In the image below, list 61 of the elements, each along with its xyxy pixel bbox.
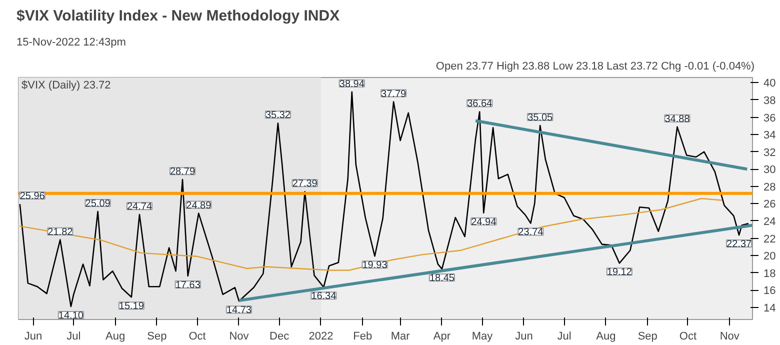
x-tick-label: Aug: [106, 330, 126, 342]
x-tick-label: Jul: [557, 330, 572, 342]
x-tick-label: Oct: [188, 330, 206, 342]
y-tick-label: 30: [764, 164, 776, 176]
annotation: 24.94: [471, 216, 497, 228]
chart-subtitle: 15-Nov-2022 12:43pm: [16, 36, 126, 48]
annotation: 35.05: [528, 112, 554, 124]
x-tick-label: May: [472, 330, 494, 342]
y-tick-label: 16: [764, 285, 776, 298]
annotation: 36.64: [467, 98, 493, 110]
annotation: 27.39: [292, 178, 318, 190]
x-tick-label: Jun: [515, 330, 533, 342]
x-tick-label: Jun: [24, 330, 42, 342]
annotation: 14.10: [58, 310, 84, 322]
annotation: 17.63: [175, 280, 201, 292]
annotation: 14.73: [226, 305, 252, 316]
annotation: 37.79: [381, 88, 407, 100]
annotation: 34.88: [664, 114, 690, 125]
annotation: 21.82: [48, 226, 74, 238]
annotation: 22.37: [726, 239, 752, 250]
y-tick-label: 38: [764, 94, 776, 107]
annotation: 18.45: [429, 272, 455, 284]
x-tick-label: Sep: [147, 330, 167, 342]
y-tick-label: 20: [764, 250, 776, 263]
annotation: 19.12: [606, 267, 632, 278]
y-tick-label: 24: [764, 216, 776, 228]
x-tick-label: Dec: [270, 330, 290, 342]
annotation: 23.74: [518, 227, 544, 238]
y-tick-label: 26: [764, 198, 776, 211]
annotation: 19.93: [362, 260, 388, 272]
x-tick-label: 2022: [308, 330, 334, 342]
annotation: 24.89: [186, 200, 212, 212]
x-tick-label: Feb: [353, 330, 372, 342]
annotation: $VIX (Daily) 23.72: [22, 80, 111, 92]
y-tick-label: 14: [764, 302, 776, 314]
y-tick-label: 28: [764, 181, 776, 194]
y-tick-label: 22: [764, 233, 776, 246]
text: Open 23.77 High 23.88 Low 23.18 Last 23.72 Chg -0.01 (-0.04%): [436, 60, 755, 72]
y-tick-label: 40: [764, 78, 776, 90]
x-tick-label: Jul: [66, 330, 81, 342]
x-tick-label: Sep: [638, 330, 658, 342]
annotation: 35.32: [265, 110, 291, 122]
x-tick-label: Nov: [720, 330, 740, 342]
annotation: 15.19: [118, 301, 144, 312]
annotation: 25.09: [85, 198, 111, 210]
annotation: 16.34: [311, 291, 337, 302]
line-series: [19, 91, 750, 308]
y-tick-label: 34: [764, 130, 776, 142]
x-tick-label: Aug: [596, 330, 616, 342]
annotation: 38.94: [339, 78, 365, 90]
x-tick-label: Apr: [433, 330, 451, 342]
y-tick-label: 36: [764, 112, 776, 124]
annotation: 28.79: [170, 166, 196, 178]
y-tick-label: 32: [764, 146, 776, 159]
annotation: 24.74: [126, 202, 152, 213]
annotation: 25.96: [20, 191, 46, 202]
y-tick-label: 18: [764, 268, 776, 280]
x-tick-label: Oct: [679, 330, 697, 342]
x-tick-label: Mar: [390, 330, 410, 342]
x-tick-label: Nov: [229, 330, 250, 342]
chart-title: $VIX Volatility Index - New Methodology INDX: [16, 8, 340, 24]
